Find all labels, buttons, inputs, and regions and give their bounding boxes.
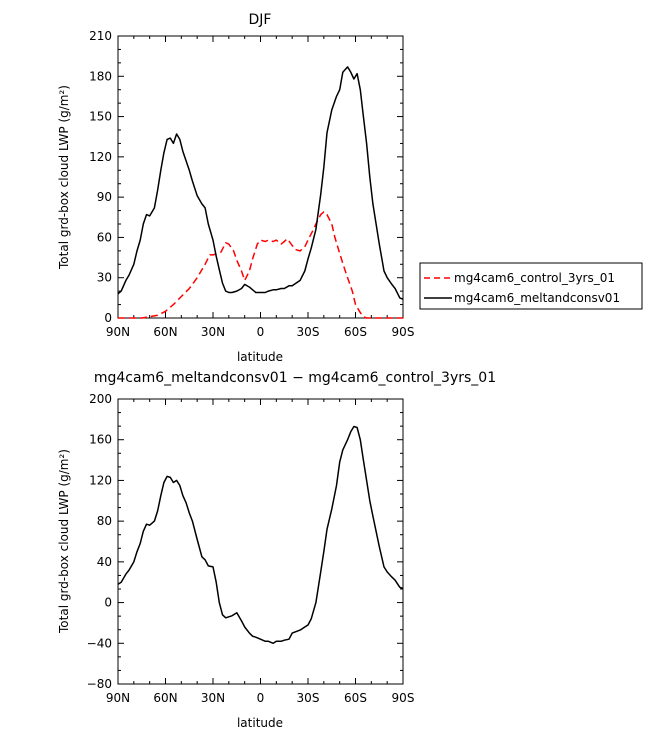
legend: mg4cam6_control_3yrs_01 mg4cam6_meltandc… <box>419 262 643 310</box>
y-axis-label: Total grd-box cloud LWP (g/m²) <box>57 85 71 270</box>
x-tick-label: 60S <box>344 325 367 339</box>
series-line <box>118 211 403 319</box>
x-tick-label: 30N <box>201 325 225 339</box>
legend-label-meltandconsv: mg4cam6_meltandconsv01 <box>454 291 620 305</box>
legend-label-control: mg4cam6_control_3yrs_01 <box>454 271 615 285</box>
y-axis-label: Total grd-box cloud LWP (g/m²) <box>57 449 71 634</box>
x-tick-label: 30S <box>297 691 320 705</box>
chart-title: mg4cam6_meltandconsv01 − mg4cam6_control… <box>94 370 496 386</box>
y-tick-label: 210 <box>89 29 112 43</box>
series-line <box>117 425 404 645</box>
series-line <box>117 66 404 300</box>
series-lines <box>117 425 404 645</box>
y-tick-label: 180 <box>89 69 112 83</box>
y-tick-label: 200 <box>89 392 112 406</box>
x-tick-label: 60N <box>153 325 177 339</box>
x-tick-label: 90N <box>106 691 130 705</box>
chart-title: DJF <box>249 12 272 28</box>
x-tick-label: 30N <box>201 691 225 705</box>
y-tick-label: 0 <box>104 311 112 325</box>
x-tick-label: 90S <box>392 325 415 339</box>
y-tick-label: −80 <box>87 677 112 691</box>
axis-ticks: 90N 60N 30N 0 30S 60S 90S 0 30 60 90 120 150 180 210 <box>89 29 414 339</box>
y-tick-label: 0 <box>104 596 112 610</box>
x-tick-label: 90N <box>106 325 130 339</box>
x-tick-label: 0 <box>257 691 265 705</box>
x-axis-label: latitude <box>237 350 283 364</box>
x-tick-label: 60S <box>344 691 367 705</box>
x-axis-label: latitude <box>237 716 283 730</box>
series-lines <box>117 66 404 319</box>
x-tick-label: 60N <box>153 691 177 705</box>
y-tick-label: 120 <box>89 150 112 164</box>
y-tick-label: 160 <box>89 433 112 447</box>
y-tick-label: 150 <box>89 110 112 124</box>
legend-box <box>419 262 643 310</box>
x-tick-label: 30S <box>297 325 320 339</box>
y-tick-label: 90 <box>97 190 112 204</box>
top-chart: DJF 90N 60N 30N 0 30S 60S 90S 0 30 60 90 120 150 180 2… <box>57 12 414 364</box>
y-tick-label: −40 <box>87 636 112 650</box>
x-tick-label: 0 <box>257 325 265 339</box>
x-tick-label: 90S <box>392 691 415 705</box>
bottom-chart: mg4cam6_meltandconsv01 − mg4cam6_control… <box>57 370 496 730</box>
y-tick-label: 120 <box>89 473 112 487</box>
y-tick-label: 60 <box>97 230 112 244</box>
axis-ticks: 90N 60N 30N 0 30S 60S 90S −80 −40 0 40 80 120 160 200 <box>87 392 415 705</box>
y-tick-label: 30 <box>97 271 112 285</box>
y-tick-label: 80 <box>97 514 112 528</box>
plot-frame <box>117 35 404 319</box>
y-tick-label: 40 <box>97 555 112 569</box>
